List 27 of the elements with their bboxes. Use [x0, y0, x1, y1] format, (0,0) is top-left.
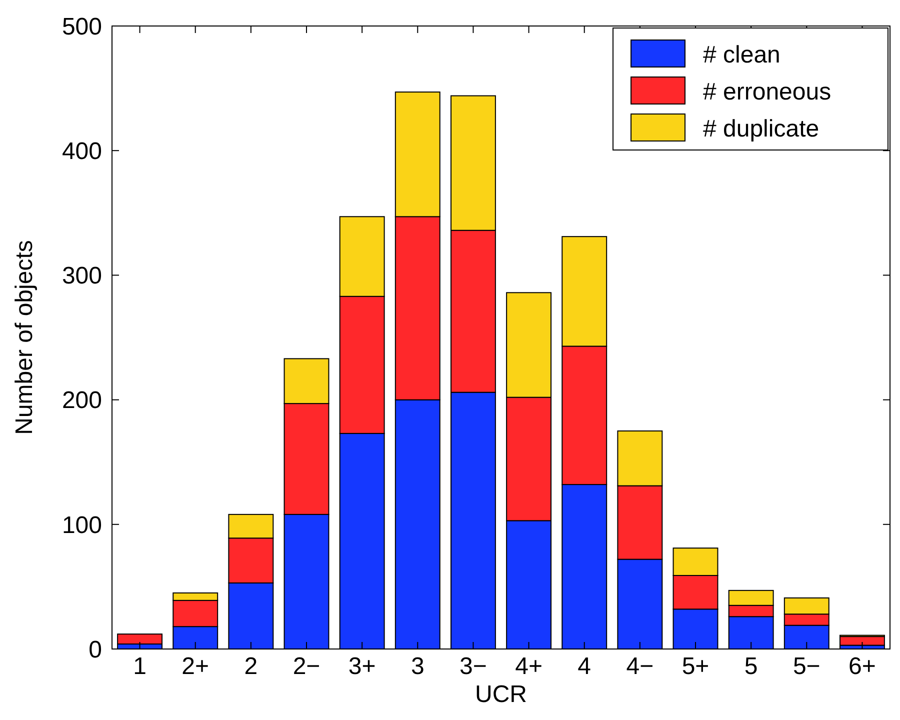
x-tick-label: 6+ [848, 653, 876, 680]
y-tick-label: 500 [62, 13, 102, 40]
x-tick-label: 5− [792, 653, 820, 680]
y-tick-label: 400 [62, 138, 102, 165]
legend-label: # duplicate [703, 115, 820, 142]
x-tick-label: 2 [244, 653, 258, 680]
bar [117, 634, 163, 645]
x-tick-label: 3 [410, 653, 424, 680]
x-tick-label: 2+ [182, 653, 210, 680]
y-tick-label: 300 [62, 262, 102, 290]
x-tick-label: 4+ [515, 653, 542, 680]
x-tick-label: 4 [578, 653, 592, 680]
bar [839, 636, 885, 646]
y-axis-title: Number of objects [11, 240, 38, 435]
x-tick-label: 5 [744, 653, 758, 680]
x-tick-label: 4− [626, 653, 654, 680]
y-tick-label: 200 [62, 387, 102, 414]
legend-label: # clean [703, 41, 780, 68]
x-tick-label: 3− [460, 653, 487, 680]
x-tick-label: 5+ [682, 653, 710, 680]
x-tick-label: 3+ [348, 653, 376, 680]
legend-label: # erroneous [703, 78, 832, 106]
x-tick-label: 2− [292, 653, 320, 680]
y-tick-label: 100 [62, 512, 102, 539]
y-tick-label: 0 [88, 636, 102, 664]
x-tick-label: 1 [133, 653, 146, 680]
x-axis-title: UCR [475, 681, 527, 708]
